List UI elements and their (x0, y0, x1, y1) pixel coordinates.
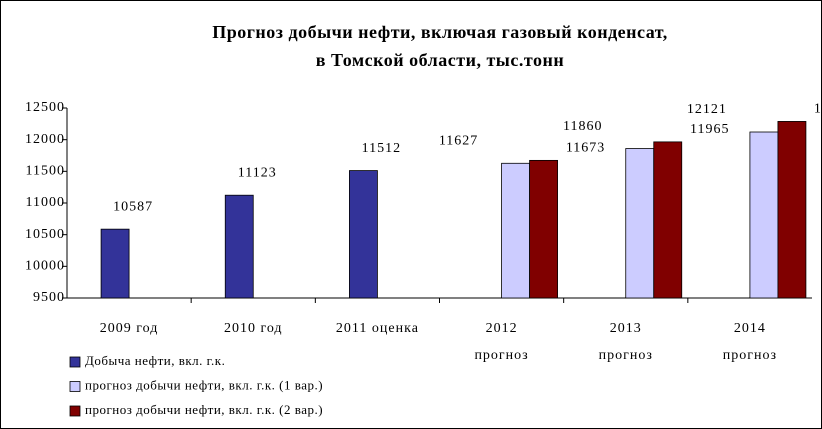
data-label: 11627 (439, 134, 478, 149)
y-tick-label: 10000 (25, 259, 65, 274)
bar (749, 131, 779, 299)
data-label: 11673 (566, 141, 605, 156)
data-label: 10587 (113, 199, 153, 214)
y-tick-label: 9500 (33, 290, 65, 305)
bar (653, 141, 683, 299)
bar (100, 228, 130, 299)
x-tick-label: 2011 оценка (336, 321, 419, 336)
legend-label: Добыча нефти, вкл. г.к. (85, 353, 225, 368)
y-tick-label: 10500 (25, 227, 65, 242)
y-tick-label: 11000 (26, 195, 65, 210)
legend-label: прогноз добычи нефти, вкл. г.к. (2 вар.) (85, 402, 323, 417)
data-label: 11512 (362, 141, 401, 156)
legend-label: прогноз добычи нефти, вкл. г.к. (1 вар.) (85, 377, 323, 392)
bar (224, 194, 254, 299)
bar (349, 170, 378, 299)
data-label: 11860 (563, 119, 602, 134)
bar (625, 148, 655, 299)
chart-title: Прогноз добычи нефти, включая газовый ко… (212, 22, 668, 42)
y-tick-label: 12500 (25, 100, 65, 115)
y-tick-label: 11500 (26, 164, 65, 179)
legend-swatch (69, 356, 81, 368)
data-label: 11965 (690, 122, 729, 137)
x-tick-label: 2010 год (224, 321, 283, 336)
chart-title: в Томской области, тыс.тонн (316, 50, 564, 70)
x-tick-label: 2009 год (100, 321, 159, 336)
x-tick-label: 2013 (610, 321, 642, 336)
x-tick-label: прогноз (474, 348, 528, 363)
legend-swatch (69, 381, 81, 392)
bar (529, 159, 558, 299)
x-tick-label: прогноз (723, 348, 777, 363)
bar (501, 162, 530, 299)
data-label: 12288 (814, 102, 822, 117)
x-tick-label: 2012 (486, 321, 518, 336)
data-label: 11123 (238, 165, 277, 180)
y-tick-label: 12000 (25, 132, 65, 147)
x-tick-label: прогноз (599, 348, 653, 363)
data-label: 12121 (687, 102, 727, 117)
bar (777, 121, 807, 299)
legend-swatch (69, 405, 81, 417)
x-tick-label: 2014 (734, 321, 766, 336)
